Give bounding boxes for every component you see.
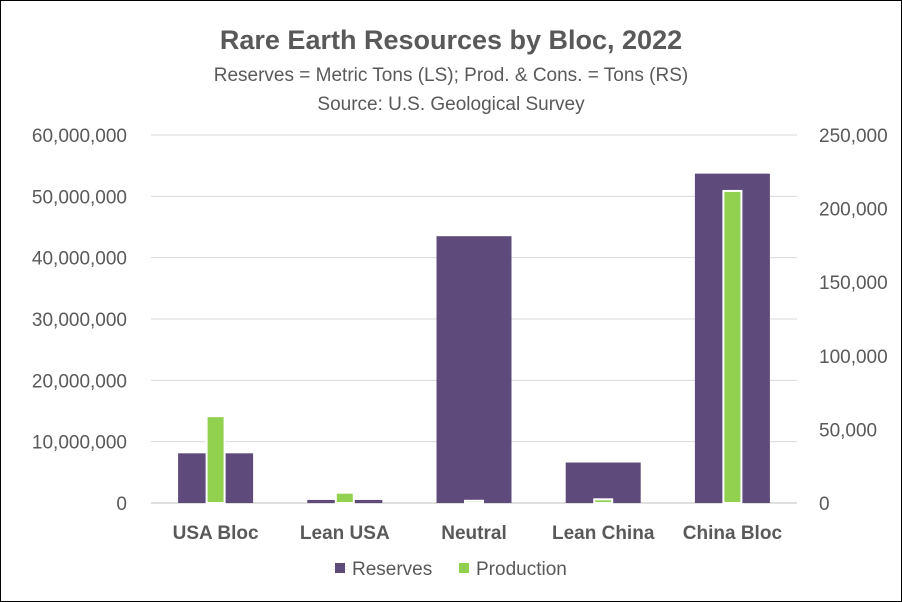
chart-source: Source: U.S. Geological Survey bbox=[317, 94, 585, 115]
legend-label-production: Production bbox=[476, 559, 567, 580]
left-tick-label: 50,000,000 bbox=[32, 187, 127, 208]
left-tick-label: 20,000,000 bbox=[32, 371, 127, 392]
left-tick-label: 60,000,000 bbox=[32, 126, 127, 147]
left-tick-label: 10,000,000 bbox=[32, 433, 127, 454]
left-tick-label: 30,000,000 bbox=[32, 310, 127, 331]
right-axis-ticks: 0 50,000 100,000 150,000 200,000 250,000 bbox=[819, 126, 888, 515]
right-tick-label: 250,000 bbox=[819, 126, 888, 147]
category-labels: USA Bloc Lean USA Neutral Lean China China B… bbox=[173, 523, 783, 544]
legend-swatch-production bbox=[459, 563, 469, 573]
bar-reserves bbox=[436, 236, 512, 503]
category-label: Lean USA bbox=[300, 523, 390, 544]
legend: Reserves Production bbox=[335, 559, 567, 580]
bar-production bbox=[464, 499, 484, 504]
bars bbox=[178, 173, 770, 505]
left-axis-ticks: 0 10,000,000 20,000,000 30,000,000 40,000,00… bbox=[32, 126, 127, 515]
category-label: Neutral bbox=[441, 523, 506, 544]
bar-production bbox=[334, 491, 355, 505]
bar-production bbox=[593, 498, 614, 505]
left-tick-label: 40,000,000 bbox=[32, 249, 127, 270]
bar-production bbox=[722, 189, 743, 504]
legend-swatch-reserves bbox=[335, 563, 345, 573]
bar-reserves bbox=[565, 462, 641, 503]
category-label: Lean China bbox=[552, 523, 655, 544]
right-tick-label: 0 bbox=[819, 494, 830, 515]
right-tick-label: 200,000 bbox=[819, 200, 888, 221]
right-tick-label: 50,000 bbox=[819, 420, 877, 441]
legend-label-reserves: Reserves bbox=[352, 559, 432, 580]
chart-subtitle: Reserves = Metric Tons (LS); Prod. & Con… bbox=[214, 65, 688, 86]
bar-production bbox=[205, 415, 226, 505]
chart-title: Rare Earth Resources by Bloc, 2022 bbox=[220, 25, 682, 55]
right-tick-label: 150,000 bbox=[819, 273, 888, 294]
category-label: China Bloc bbox=[683, 523, 783, 544]
category-label: USA Bloc bbox=[173, 523, 259, 544]
left-tick-label: 0 bbox=[116, 494, 127, 515]
right-tick-label: 100,000 bbox=[819, 347, 888, 368]
